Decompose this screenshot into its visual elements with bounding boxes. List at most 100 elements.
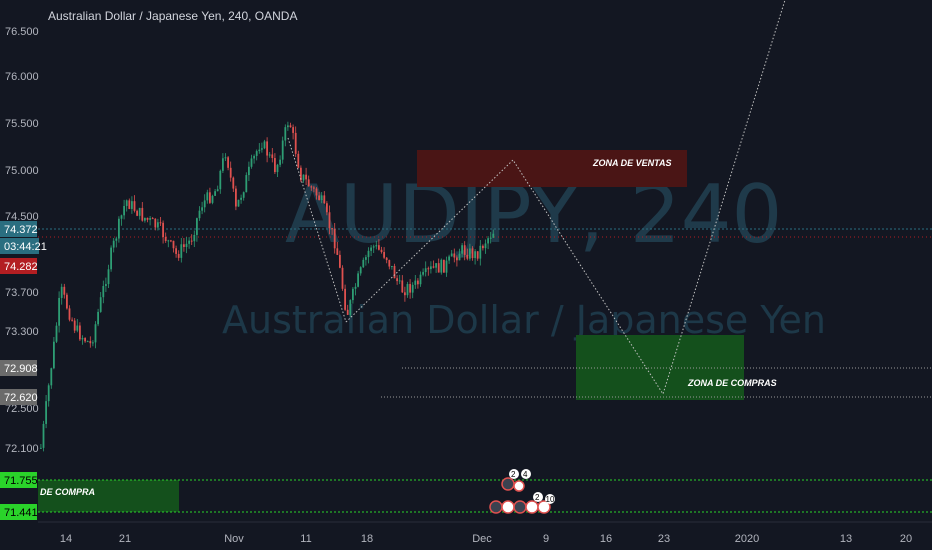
event-count-badge[interactable] [545,494,555,504]
candle-body [328,212,331,229]
event-flag-icon[interactable] [513,500,527,514]
price-tags: 74.372 03:44:21 74.282 72.908 72.620 71.755 71… [0,221,47,520]
candle-body [177,253,180,258]
candle-body [274,158,276,173]
candle-body [86,341,89,343]
candle-body [307,179,310,187]
prior-leg-line[interactable] [287,137,347,323]
candle-body [102,285,105,298]
event-flag-icon[interactable] [537,500,551,514]
lower-buy-zone[interactable] [38,480,179,512]
candle-body [336,248,339,255]
event-flag-icon[interactable] [513,480,525,492]
candle-body [258,149,261,152]
candle-body [55,325,58,342]
candle-body [383,252,385,258]
event-count: 4 [523,470,528,479]
sell-zone-label: ZONA DE VENTAS [592,158,672,168]
candle-body [284,127,287,141]
candle-body [474,251,476,259]
candle-body [222,158,224,171]
time-tick-label: 18 [361,533,373,545]
price-tick-label: 73.700 [5,287,39,299]
candle-body [476,251,479,259]
price-tag [0,258,37,274]
candle-body [190,240,193,242]
price-tick-label: 74.500 [5,211,39,223]
event-flag-icon[interactable] [501,500,515,514]
price-tick-label: 75.000 [5,165,39,177]
candle-body [352,288,354,301]
candle-body [349,300,352,315]
candle-body [318,195,320,201]
candle-body [89,341,92,344]
time-axis[interactable]: 14 21 Nov 11 18 Dec 9 16 23 2020 13 20 [60,533,912,545]
candle-body [42,423,45,448]
candle-body [50,368,53,386]
candle-body [40,447,42,449]
event-flag-icon[interactable] [489,500,503,514]
candle-body [396,278,398,282]
candle-body [248,166,250,176]
candle-body [354,286,357,289]
candle-body [196,218,198,235]
event-count-badge[interactable] [521,469,531,479]
candle-body [76,325,79,331]
candle-body [97,311,99,325]
candle-body [219,170,222,190]
event-flag-icon[interactable] [501,477,515,491]
event-count: 2 [511,470,516,479]
candle-body [326,203,328,213]
candle-body [346,309,349,315]
candle-body [227,157,229,168]
candle-body [417,280,419,285]
candle-body [146,217,149,220]
chart-title: Australian Dollar / Japanese Yen, 240, O… [48,9,298,23]
candle-body [99,297,102,312]
candle-body [188,240,190,244]
candle-body [315,188,318,196]
candle-body [339,254,341,268]
candle-body [253,155,255,159]
candle-body [302,174,305,181]
candle-body [276,164,279,173]
events-upper[interactable]: 2 4 [501,469,531,492]
candle-body [357,273,359,287]
price-tag [0,360,37,376]
candle-body [375,245,378,247]
candle-body [154,218,157,228]
event-count-badge[interactable] [509,469,519,479]
events-lower[interactable]: 2 10 [489,492,555,514]
candle-body [344,288,346,310]
projection-path[interactable] [345,0,786,396]
candle-body [305,174,307,180]
price-tag [0,238,39,254]
time-tick-label: 9 [543,533,549,545]
event-flag-icon[interactable] [525,500,539,514]
candle-body [469,248,471,259]
event-count: 2 [535,493,540,502]
sell-zone[interactable] [417,150,687,187]
candle-body [206,192,209,201]
candle-body [172,240,175,249]
candle-body [66,294,68,309]
candle-body [209,192,211,203]
time-tick-label: 13 [840,533,852,545]
candle-body [105,284,107,286]
candle-body [458,253,461,261]
candle-body [409,284,411,293]
candle-body [287,125,289,128]
candle-body [484,243,487,249]
candle-body [401,280,404,293]
candle-body [118,218,120,239]
candle-body [261,148,263,150]
candle-body [112,240,115,248]
price-axis[interactable]: 76.500 76.000 75.500 75.000 74.500 73.700 73.3… [5,26,39,455]
candle-body [445,260,448,273]
candle-body [107,269,110,285]
event-count-badge[interactable] [533,492,543,502]
candle-body [216,189,219,192]
candle-body [323,195,326,204]
